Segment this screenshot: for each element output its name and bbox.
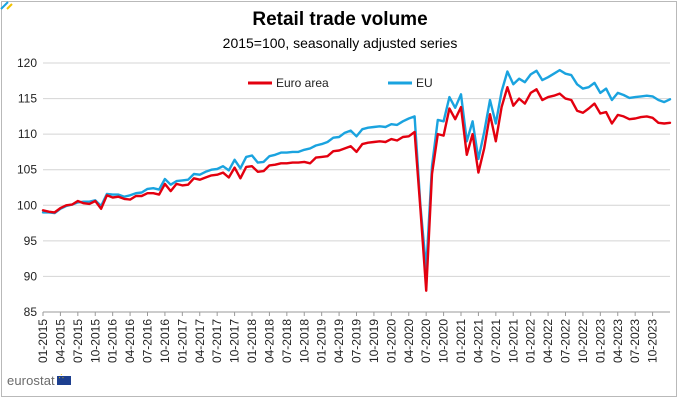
x-tick-label: 07-2021 [489, 319, 503, 363]
x-tick-label: 04-2019 [332, 319, 346, 363]
series-line-eu [41, 68, 672, 271]
x-tick-label: 01-2020 [384, 319, 398, 363]
grid-lines [43, 62, 670, 313]
chart-title: Retail trade volume [252, 9, 428, 30]
y-tick-label: 100 [17, 198, 37, 212]
y-tick-label: 95 [24, 234, 38, 248]
x-tick-label: 10-2015 [88, 319, 102, 363]
x-tick-label: 10-2018 [297, 319, 311, 363]
x-tick-label: 01-2017 [175, 319, 189, 363]
y-tick-label: 85 [24, 305, 38, 319]
series-line-euro-area [41, 85, 672, 292]
eurostat-corner-mark-icon [0, 1, 13, 10]
logo-text: eurostat [7, 373, 55, 388]
x-tick-label: 07-2019 [350, 319, 364, 363]
legend: Euro area EU [248, 76, 433, 90]
x-tick-label: 07-2016 [141, 319, 155, 363]
y-tick-label: 105 [17, 163, 37, 177]
x-tick-label: 07-2017 [210, 319, 224, 363]
x-tick-label: 07-2018 [280, 319, 294, 363]
x-tick-label: 01-2016 [106, 319, 120, 363]
x-tick-label: 10-2019 [367, 319, 381, 363]
y-tick-label: 110 [18, 127, 37, 141]
x-tick-label: 10-2016 [158, 319, 172, 363]
x-tick-label: 04-2022 [541, 319, 555, 363]
x-tick-label: 07-2015 [71, 319, 85, 363]
x-tick-label: 10-2017 [228, 319, 242, 363]
y-axis-ticks: 85 90 95 100 105 110 115 120 [17, 56, 37, 319]
eurostat-logo[interactable]: eurostat [7, 372, 71, 388]
x-tick-label: 04-2015 [53, 319, 67, 363]
x-tick-label: 01-2022 [524, 319, 538, 363]
x-tick-label: 07-2022 [559, 319, 573, 363]
x-tick-label: 01-2019 [315, 319, 329, 363]
x-tick-label: 01-2023 [593, 319, 607, 363]
x-tick-label: 10-2022 [576, 319, 590, 363]
series-lines [41, 68, 672, 292]
x-tick-label: 01-2021 [454, 319, 468, 363]
x-tick-label: 04-2018 [262, 319, 276, 363]
x-tick-label: 04-2020 [402, 319, 416, 363]
eu-flag-icon [56, 372, 71, 385]
x-tick-label: 04-2021 [471, 319, 485, 363]
x-tick-label: 04-2023 [611, 319, 625, 363]
legend-label: Euro area [276, 76, 329, 90]
x-tick-label: 04-2016 [123, 319, 137, 363]
y-tick-label: 120 [17, 56, 37, 70]
chart-subtitle: 2015=100, seasonally adjusted series [222, 35, 458, 51]
x-tick-label: 01-2018 [245, 319, 259, 363]
y-tick-label: 115 [18, 92, 37, 106]
x-tick-label: 10-2021 [506, 319, 520, 363]
x-tick-label: 01-2015 [36, 319, 50, 363]
x-tick-label: 10-2023 [646, 319, 660, 363]
legend-label: EU [416, 76, 433, 90]
y-tick-label: 90 [24, 269, 38, 283]
x-tick-label: 07-2020 [419, 319, 433, 363]
x-tick-label: 07-2023 [628, 319, 642, 363]
x-tick-label: 04-2017 [193, 319, 207, 363]
x-tick-label: 10-2020 [437, 319, 451, 363]
x-axis: 01-2015 04-2015 07-2015 10-2015 01-2016 04-20… [36, 311, 670, 363]
